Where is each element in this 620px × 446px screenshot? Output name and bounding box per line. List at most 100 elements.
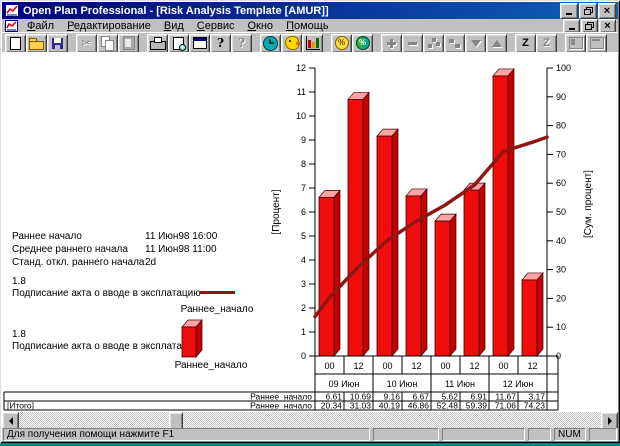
restore-icon <box>583 6 593 15</box>
risk-analysis-view: Раннее начало 11 Июн98 16:00 Среднее ранне… <box>2 52 618 412</box>
delete-activity-button <box>402 33 423 53</box>
legend-task: Подписание акта о вводе в эксплатацию <box>12 288 201 299</box>
print-preview-button[interactable] <box>168 33 189 53</box>
left-axis-title: [Процент] <box>271 189 282 234</box>
left-tick-label: 5 <box>301 231 306 241</box>
left-tick-label: 10 <box>296 111 306 121</box>
status-message: Для получения помощи нажмите F1 <box>3 428 370 441</box>
histogram-bar-swatch <box>181 314 207 363</box>
left-arrow-icon <box>8 417 13 425</box>
document-icon[interactable] <box>4 19 18 32</box>
plus-icon <box>387 38 396 48</box>
table-cell-value: 3.17 <box>528 392 545 402</box>
right-tick-label: 50 <box>556 207 566 217</box>
table-cell-value: 71.06 <box>495 401 517 411</box>
menu-item-4[interactable]: Окно <box>247 19 274 32</box>
cumulative-line-swatch <box>200 291 235 294</box>
minimize-button[interactable] <box>560 2 578 19</box>
right-tick-label: 40 <box>556 236 566 246</box>
coin-icon: % <box>334 36 349 50</box>
x-date-label: 12 Июн <box>503 379 534 389</box>
copy-button <box>97 33 118 53</box>
table-cell-value: 6.91 <box>470 392 487 402</box>
table-cell-value: 40.19 <box>379 401 401 411</box>
minimize-icon <box>566 13 572 15</box>
doc-close-button[interactable]: × <box>599 18 616 33</box>
legend-value: 1.8 <box>12 276 26 287</box>
left-tick-label: 1 <box>301 327 306 337</box>
legend-value: 1.8 <box>12 329 26 340</box>
x-hour-label: 00 <box>324 361 334 371</box>
info-row: Среднее раннего начала 11 Июн98 11:00 <box>12 244 217 255</box>
risk-analysis-button[interactable] <box>302 33 323 53</box>
restore-button[interactable] <box>579 2 597 19</box>
menu-item-0[interactable]: Файл <box>27 19 55 32</box>
paste-button <box>118 33 139 53</box>
right-tick-label: 80 <box>556 121 566 131</box>
menu-item-5[interactable]: Помощь <box>286 19 329 32</box>
menu-item-2[interactable]: Вид <box>163 19 184 32</box>
table-cell-value: 5.62 <box>441 392 458 402</box>
status-bar: Для получения помощи нажмите F1 NUM <box>2 428 618 441</box>
print-button[interactable] <box>147 33 168 53</box>
minus-icon <box>408 41 417 45</box>
save-file-button[interactable] <box>47 33 68 53</box>
window-controls: × <box>560 2 616 19</box>
horizontal-scrollbar[interactable] <box>2 412 618 430</box>
new-icon <box>10 36 21 50</box>
doc-restore-button[interactable] <box>581 18 598 33</box>
left-tick-label: 11 <box>297 87 306 97</box>
move-up-button <box>486 33 507 53</box>
histogram-bar <box>434 220 451 357</box>
open-file-button[interactable] <box>26 33 47 53</box>
menu-item-1[interactable]: Редактирование <box>67 19 151 32</box>
left-tick-label: 7 <box>301 183 306 193</box>
histogram-bar <box>492 75 509 357</box>
table-cell-value: 20.34 <box>321 401 343 411</box>
info-row: Раннее начало 11 Июн98 16:00 <box>12 231 218 242</box>
close-icon: × <box>603 4 611 17</box>
table-cell-value: 46.86 <box>408 401 430 411</box>
toolbar: ✂??%% Z Z <box>2 32 618 53</box>
outline-button <box>444 33 465 53</box>
histogram-bar <box>347 99 364 357</box>
doc-minimize-button[interactable] <box>563 18 580 33</box>
win1-icon <box>568 37 583 49</box>
resource-analysis-button[interactable] <box>281 33 302 53</box>
close-button[interactable]: × <box>598 2 616 19</box>
time-analysis-button[interactable] <box>260 33 281 53</box>
title-bar: Open Plan Professional - [Risk Analysis … <box>2 2 618 19</box>
status-panel <box>528 428 551 441</box>
arrange-view-button <box>586 33 607 53</box>
left-tick-label: 9 <box>301 135 306 145</box>
copy-icon <box>101 36 114 51</box>
restore-icon <box>585 21 594 30</box>
cost-analysis-button[interactable]: % <box>331 33 352 53</box>
sort-options-button: Z <box>536 33 557 53</box>
x-hour-label: 00 <box>440 361 450 371</box>
left-tick-label: 0 <box>301 351 306 361</box>
percent-complete-button[interactable]: % <box>352 33 373 53</box>
clock-icon <box>263 35 278 51</box>
bird-icon <box>284 36 300 50</box>
right-tick-label: 90 <box>556 92 566 102</box>
histogram-bar <box>463 189 480 357</box>
scrollbar-track[interactable] <box>19 412 601 430</box>
info-row: Станд. откл. раннего начала2d <box>12 257 157 268</box>
sort-button[interactable]: Z <box>515 33 536 53</box>
left-tick-label: 4 <box>301 255 306 265</box>
new-file-button[interactable] <box>5 33 26 53</box>
left-tick-label: 3 <box>301 279 306 289</box>
help-button[interactable]: ? <box>210 33 231 53</box>
open-icon <box>29 37 44 50</box>
table-cell-value: 31.03 <box>350 401 372 411</box>
right-tick-label: 10 <box>556 322 566 332</box>
steps-icon <box>448 37 461 49</box>
edit-table-button[interactable] <box>189 33 210 53</box>
menu-item-3[interactable]: Сервис <box>196 19 235 32</box>
table-cell-value: 10.69 <box>350 392 372 402</box>
legend-histogram: 1.8 Подписание акта о вводе в эксплатаци… <box>12 319 312 371</box>
right-tick-label: 70 <box>556 149 566 159</box>
